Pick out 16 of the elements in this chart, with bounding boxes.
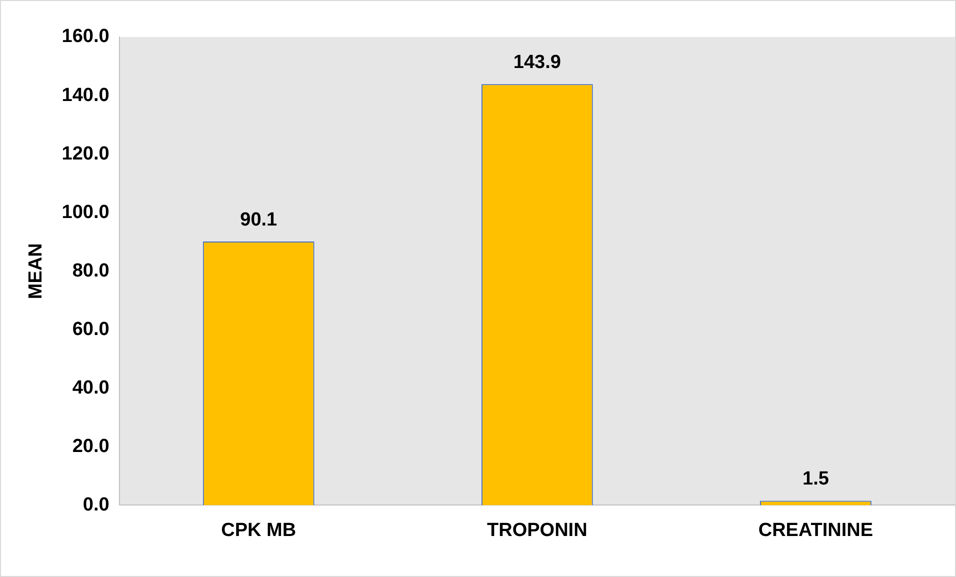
data-label: 1.5 xyxy=(802,468,830,490)
y-axis-title: MEAN xyxy=(26,243,47,300)
x-tick-label: CREATININE xyxy=(758,520,874,541)
y-tick-label: 80.0 xyxy=(72,260,110,282)
y-tick-label: 100.0 xyxy=(62,202,110,223)
data-label: 90.1 xyxy=(240,209,278,230)
data-label: 143.9 xyxy=(513,52,561,73)
y-tick-label: 60.0 xyxy=(72,318,110,340)
x-tick-label: CPK MB xyxy=(221,520,296,541)
y-tick-label: 20.0 xyxy=(72,436,110,457)
y-tick-label: 140.0 xyxy=(62,84,110,106)
y-tick-label: 160.0 xyxy=(62,26,110,48)
y-tick-label: 0.0 xyxy=(82,494,110,516)
y-tick-label: 120.0 xyxy=(62,143,110,164)
x-tick-label: TROPONIN xyxy=(487,520,588,541)
y-tick-label: 40.0 xyxy=(72,377,110,398)
